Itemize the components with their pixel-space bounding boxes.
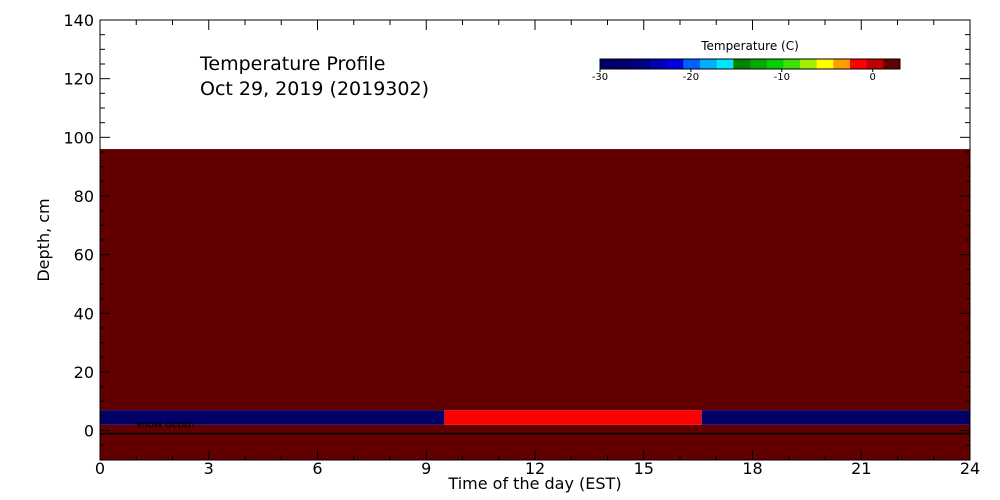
y-tick-label: 100: [63, 128, 94, 147]
snow-depth-label: snow depth: [136, 420, 194, 431]
colorbar-swatch: [766, 59, 784, 69]
x-tick-label: 24: [960, 459, 980, 478]
chart-subtitle: Oct 29, 2019 (2019302): [200, 78, 429, 100]
colorbar-title: Temperature (C): [700, 39, 799, 53]
x-tick-label: 6: [312, 459, 322, 478]
y-tick-label: 60: [74, 246, 94, 265]
overlay-lines: snow depth: [100, 420, 970, 435]
colorbar-tick-label: -20: [683, 72, 699, 83]
y-tick-label: 80: [74, 187, 94, 206]
plot-frame: [99, 19, 971, 461]
colorbar-ticks: -30 -20 -10 0: [592, 69, 876, 83]
x-tick-label: 12: [525, 459, 545, 478]
heatmap-cell-2: [444, 410, 702, 425]
colorbar-tick-label: -10: [774, 72, 790, 83]
colorbar-swatches: [600, 59, 901, 69]
x-tick-label: 18: [742, 459, 762, 478]
colorbar-swatch: [633, 59, 651, 69]
colorbar-tick-label: 0: [870, 72, 876, 83]
heatmap-cells: [100, 149, 970, 460]
x-tick-label: 0: [95, 459, 105, 478]
x-tick-label: 3: [204, 459, 214, 478]
colorbar-frame: [599, 58, 901, 70]
heatmap-cell-3: [701, 410, 970, 425]
y-tick-label: 40: [74, 304, 94, 323]
y-tick-label: 0: [84, 422, 94, 441]
colorbar-swatch: [700, 59, 718, 69]
axis-ticks: [99, 19, 971, 461]
colorbar-swatch: [750, 59, 768, 69]
colorbar-swatch: [600, 59, 618, 69]
colorbar-swatch: [833, 59, 851, 69]
y-axis-label: Depth, cm: [34, 198, 53, 281]
colorbar-swatch: [650, 59, 668, 69]
colorbar-swatch: [800, 59, 818, 69]
colorbar-swatch: [716, 59, 734, 69]
colorbar-swatch: [683, 59, 701, 69]
heatmap-cell-1: [100, 410, 445, 425]
colorbar-swatch: [816, 59, 834, 69]
heatmap-cell-4: [100, 149, 970, 411]
y-tick-label: 120: [63, 70, 94, 89]
x-tick-labels: 0 3 6 9 12 15 18 21 24: [95, 459, 980, 478]
colorbar-swatch: [666, 59, 684, 69]
colorbar-swatch: [616, 59, 634, 69]
y-tick-label: 140: [63, 11, 94, 30]
chart-title: Temperature Profile: [199, 53, 385, 75]
colorbar: Temperature (C) -30 -20 -10 0: [592, 39, 901, 83]
y-tick-label: 20: [74, 363, 94, 382]
colorbar-swatch: [783, 59, 801, 69]
x-axis-label: Time of the day (EST): [447, 474, 621, 493]
colorbar-swatch: [883, 59, 901, 69]
y-tick-labels: 0 20 40 60 80 100 120 140: [63, 11, 94, 441]
x-tick-label: 21: [851, 459, 871, 478]
colorbar-swatch: [733, 59, 751, 69]
colorbar-swatch: [850, 59, 868, 69]
x-tick-label: 9: [421, 459, 431, 478]
x-tick-label: 15: [634, 459, 654, 478]
colorbar-swatch: [866, 59, 884, 69]
colorbar-tick-label: -30: [592, 72, 608, 83]
